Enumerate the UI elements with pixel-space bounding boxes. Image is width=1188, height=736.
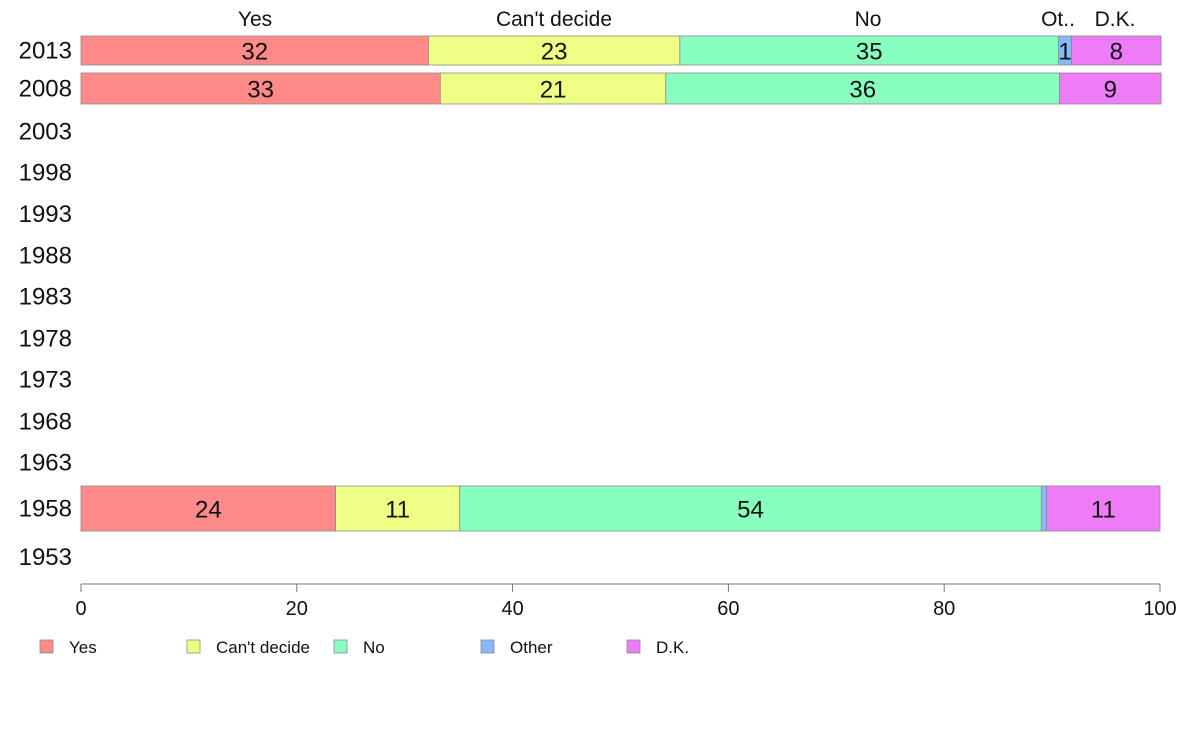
year-label-1998: 1998 (19, 160, 72, 187)
bar-2013-no (679, 35, 1059, 66)
x-tick-label-80: 80 (933, 598, 955, 620)
legend-label-other: Other (510, 638, 553, 657)
data-label-2008-d-k-: 9 (1104, 77, 1117, 104)
header-1: Can't decide (496, 8, 612, 31)
legend-label-no: No (363, 638, 385, 657)
year-label-2003: 2003 (19, 119, 72, 146)
bars-layer: 32 23 35 1 8 33 21 36 9 24 11 54 11 (80, 35, 1162, 532)
bar-2008-can-t-decide (439, 72, 667, 105)
bar-2008-no (665, 72, 1061, 105)
bar-1958-can-t-decide (335, 485, 461, 532)
header-2: No (855, 8, 882, 31)
data-label-2013-other: 1 (1058, 39, 1071, 66)
legend-swatch-can-t-decide (186, 639, 201, 654)
year-label-1963: 1963 (19, 450, 72, 477)
bar-1958-yes (80, 485, 337, 532)
x-axis: 0 20 40 60 80 100 (75, 583, 1177, 620)
legend-swatch-no (333, 639, 348, 654)
legend-swatch-yes (39, 639, 54, 654)
bar-2008-d-k- (1059, 72, 1162, 105)
x-tick-label-100: 100 (1143, 598, 1176, 620)
data-label-2013-d-k-: 8 (1110, 39, 1123, 66)
year-label-1988: 1988 (19, 243, 72, 270)
x-tick-label-40: 40 (501, 598, 523, 620)
year-label-1983: 1983 (19, 284, 72, 311)
legend: Yes Can't decide No Other D.K. (39, 638, 689, 657)
year-label-1993: 1993 (19, 201, 72, 228)
year-label-1958: 1958 (19, 496, 72, 523)
header-3: Ot.. (1041, 8, 1075, 31)
x-tick-label-20: 20 (286, 598, 308, 620)
legend-swatch-d-k- (626, 639, 641, 654)
year-axis: 2013 2008 2003 1998 1993 1988 1983 1978 1973 1968… (19, 38, 72, 572)
data-label-2013-yes: 32 (241, 39, 268, 66)
data-label-2013-no: 35 (856, 39, 883, 66)
bar-1958-no (459, 485, 1042, 532)
data-label-2008-yes: 33 (247, 77, 274, 104)
bar-2008-yes (80, 72, 441, 105)
data-label-2008-can-t-decide: 21 (540, 77, 567, 104)
year-label-1978: 1978 (19, 326, 72, 353)
data-label-1958-d-k-: 11 (1091, 497, 1116, 524)
data-label-1958-no: 54 (737, 497, 764, 524)
year-label-2008: 2008 (19, 76, 72, 103)
year-label-1968: 1968 (19, 409, 72, 436)
legend-swatch-other (480, 639, 495, 654)
bar-1958-d-k- (1046, 485, 1161, 532)
legend-label-d-k-: D.K. (656, 638, 689, 657)
x-tick-label-0: 0 (75, 598, 86, 620)
legend-label-can-t-decide: Can't decide (216, 638, 310, 657)
year-label-1973: 1973 (19, 367, 72, 394)
year-label-2013: 2013 (19, 38, 72, 65)
data-label-1958-yes: 24 (195, 497, 222, 524)
x-tick-label-60: 60 (717, 598, 739, 620)
legend-label-yes: Yes (69, 638, 97, 657)
category-headers: Yes Can't decide No Ot.. D.K. (238, 8, 1136, 31)
year-label-1953: 1953 (19, 544, 72, 571)
bar-2013-yes (80, 35, 429, 66)
header-0: Yes (238, 8, 272, 31)
bar-2013-d-k- (1071, 35, 1162, 66)
header-4: D.K. (1095, 8, 1136, 31)
bar-2013-can-t-decide (428, 35, 681, 66)
data-label-2008-no: 36 (849, 77, 876, 104)
bar-1958-other (1040, 485, 1048, 532)
data-label-2013-can-t-decide: 23 (541, 39, 568, 66)
data-label-1958-can-t-decide: 11 (385, 497, 410, 524)
